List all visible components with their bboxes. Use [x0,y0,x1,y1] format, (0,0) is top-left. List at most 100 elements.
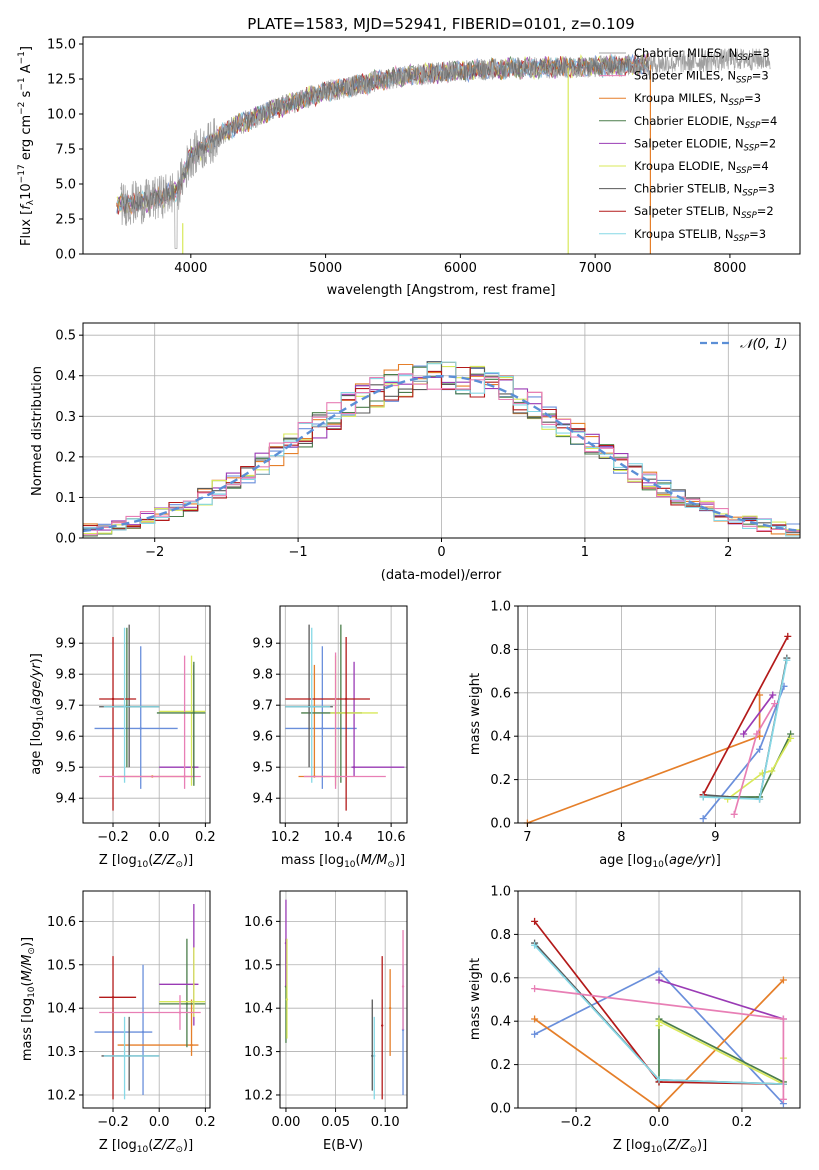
massweight-vs-Z-ylabel: mass weight [468,958,483,1040]
ytick-label: 9.5 [252,761,273,776]
series-marker [779,1095,787,1103]
data-point [192,1000,196,1003]
ytick-label: 0.8 [490,643,511,658]
mass-vs-ebv-panel: 0.00 0.05 0.10 10.2 10.3 10.4 10.5 10.6 E(B-V) [244,890,408,1153]
mass-vs-Z-xlabel: Z [log10(Z/Z⊙)] [99,1138,193,1155]
series-marker [768,767,776,775]
spectrum-ytick-label: 12.5 [47,73,76,88]
age-vs-mass-xlabel: mass [log10(M/M⊙)] [281,853,405,870]
series-line [702,635,789,796]
series-marker [753,730,761,738]
ytick-label: 9.7 [55,699,76,714]
series-marker [531,1030,539,1038]
data-point [371,1054,374,1058]
ytick-label: 0.6 [490,971,511,986]
series-line [658,1017,784,1083]
series-line [658,979,784,1020]
gaussian-curve [82,374,801,533]
data-point [344,697,348,701]
residual-ytick-label: 0.5 [55,329,76,344]
data-point [123,1054,126,1058]
legend-entry: Salpeter ELODIE, NSSP=2 [634,136,776,153]
ytick-label: 1.0 [490,600,511,615]
ytick-label: 10.3 [47,1045,76,1060]
massweight-vs-Z-xlabel: Z [log10(Z/Z⊙)] [613,1138,707,1155]
series-marker [531,1015,539,1023]
series-marker [769,691,777,699]
axes-frame [279,605,408,824]
mass-vs-Z-ylabel: mass [log10(M/M⊙)] [20,937,37,1061]
gaussian-legend-label: 𝒩(0, 1) [740,337,787,352]
spectrum-xtick-label: 5000 [309,261,342,276]
massweight-vs-age-ylabel: mass weight [468,673,483,755]
xtick-label: −0.2 [97,830,129,845]
residual-ytick-label: 0.4 [55,369,76,384]
spectrum-ytick-label: 7.5 [55,143,76,158]
series-marker [787,734,795,742]
spectrum-ytick-label: 0.0 [55,248,76,263]
spectrum-xtick-label: 8000 [713,261,746,276]
xtick-label: 0.10 [371,1115,400,1130]
xtick-label: 0.2 [195,830,216,845]
spectrum-ylabel: Flux [fλ10−17 erg cm−2 s−1 A−1] [17,46,36,246]
ytick-label: 9.8 [55,668,76,683]
data-point [190,710,193,713]
legend-entry: Salpeter STELIB, NSSP=2 [634,204,774,221]
ytick-label: 0.4 [490,1015,511,1030]
series-marker [740,730,748,738]
spectrum-axes-frame [82,36,801,255]
plot-content [94,904,206,1100]
massweight-vs-age-panel: 7 8 9 0.0 0.2 0.4 0.6 0.8 1.0 age [log10(age/yr)]… [468,600,801,870]
series-marker [699,793,707,801]
series-marker [655,1017,663,1025]
ytick-label: 0.2 [490,773,511,788]
ytick-label: 0.0 [490,1102,511,1117]
axes-frame [279,890,408,1109]
spectrum-ytick-label: 15.0 [47,38,76,53]
ytick-label: 10.2 [47,1088,76,1103]
residual-ytick-label: 0.0 [55,532,76,547]
data-point [310,705,313,708]
age-vs-Z-ylabel: age [log10(age/yr)] [29,653,46,775]
series-line [658,1019,785,1086]
residual-xtick-label: 1 [581,545,589,560]
legend-entry: Chabrier STELIB, NSSP=3 [634,182,775,199]
xtick-label: 10.6 [377,830,406,845]
legend-entry: Kroupa ELODIE, NSSP=4 [634,159,769,176]
ytick-label: 0.6 [490,686,511,701]
plot-content [94,624,206,811]
residual-histogram-step [83,366,800,532]
ticks: −0.2 0.0 0.2 10.2 10.3 10.4 10.5 10.6 [47,915,216,1130]
ytick-label: 0.0 [490,817,511,832]
data-point [192,711,196,715]
ytick-label: 0.2 [490,1058,511,1073]
series-marker [531,917,539,925]
ticks: 7 8 9 0.0 0.2 0.4 0.6 0.8 1.0 [490,600,719,846]
xtick-label: 10.2 [271,830,300,845]
series-marker [784,632,792,640]
ticks: −0.2 0.0 0.2 0.0 0.2 0.4 0.6 0.8 1.0 [490,885,752,1131]
series-marker [730,810,738,818]
series-line [742,694,774,735]
residual-ytick-label: 0.1 [55,491,76,506]
data-point [401,985,405,988]
series-marker [531,985,539,993]
data-point [139,727,142,730]
ytick-label: 10.6 [47,915,76,930]
data-point [178,1011,182,1014]
residual-xtick-label: 0 [437,545,445,560]
spectrum-ytick-label: 2.5 [55,213,76,228]
spectrum-panel: PLATE=1583, MJD=52941, FIBERID=0101, z=0… [17,15,801,298]
ytick-label: 9.6 [252,730,273,745]
ytick-label: 9.9 [252,637,273,652]
xtick-label: 8 [617,830,625,845]
xtick-label: 10.4 [324,830,353,845]
data-point [111,697,115,701]
data-point [352,766,356,769]
spectrum-xtick-label: 4000 [174,261,207,276]
ytick-label: 9.9 [55,637,76,652]
legend-entry: Salpeter MILES, NSSP=3 [634,69,769,86]
xtick-label: 0.2 [732,1115,753,1130]
residual-xlabel: (data-model)/error [381,568,502,583]
